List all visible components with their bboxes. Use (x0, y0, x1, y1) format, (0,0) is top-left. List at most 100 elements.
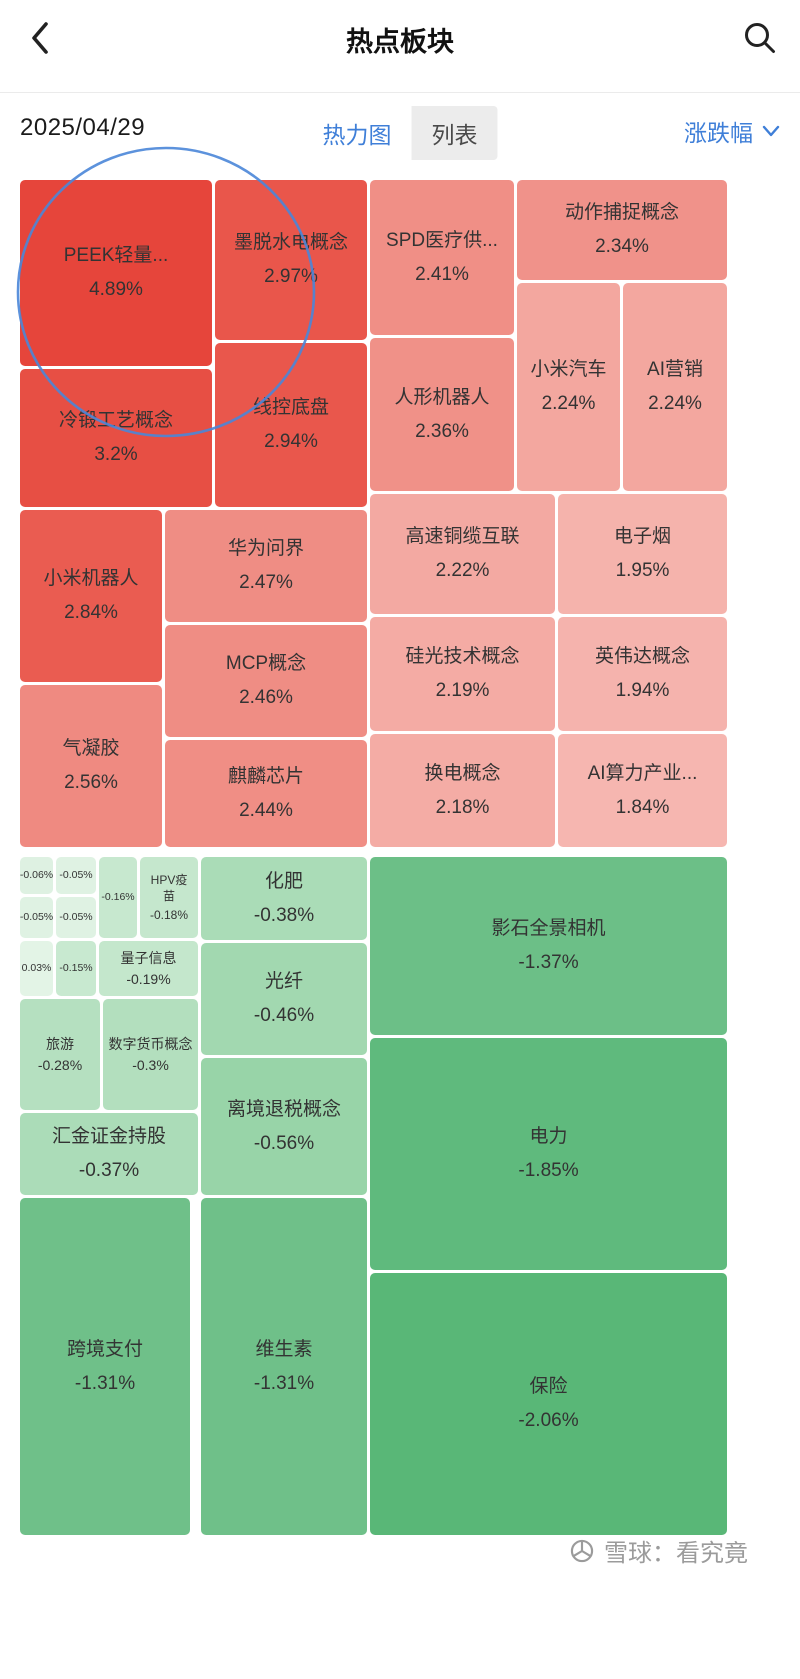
search-button[interactable] (738, 16, 782, 60)
treemap-tile[interactable]: AI算力产业... 1.84% (558, 734, 727, 847)
tab-heatmap[interactable]: 热力图 (302, 106, 412, 160)
tile-value: 2.97% (264, 266, 318, 287)
page-title: 热点板块 (346, 27, 454, 57)
treemap-tile[interactable]: 麒麟芯片 2.44% (165, 740, 367, 847)
tile-value: 2.56% (64, 772, 118, 793)
tile-value: 1.84% (615, 796, 670, 818)
tile-value: -0.38% (253, 904, 315, 926)
treemap-tile[interactable]: -0.05% (20, 897, 53, 938)
search-icon (745, 23, 775, 53)
tile-value: 2.47% (239, 572, 293, 593)
tile-label: 量子信息 (120, 949, 177, 966)
tile-value: 1.95% (615, 560, 670, 581)
treemap-tile[interactable]: 硅光技术概念 2.19% (370, 617, 555, 731)
treemap-tile[interactable]: MCP概念 2.46% (165, 625, 367, 737)
treemap-tile[interactable]: 人形机器人 2.36% (370, 338, 514, 491)
treemap-tile[interactable]: 光纤 -0.46% (201, 943, 367, 1055)
treemap-tile[interactable]: 换电概念 2.18% (370, 734, 555, 847)
tile-value: -0.19% (126, 970, 171, 987)
treemap-tile[interactable]: 小米机器人 2.84% (20, 510, 162, 682)
treemap-tile[interactable]: 冷锻工艺概念 3.2% (20, 369, 212, 507)
treemap-tile[interactable]: 华为问界 2.47% (165, 510, 367, 622)
tile-value: -0.15% (59, 962, 93, 975)
tile-value: -0.28% (37, 1056, 83, 1073)
tile-label: 人形机器人 (394, 386, 490, 408)
treemap-tile[interactable]: 电子烟 1.95% (558, 494, 727, 614)
treemap-tile[interactable]: -0.05% (56, 897, 96, 938)
tile-value: -0.37% (78, 1160, 140, 1181)
tile-value: 2.24% (541, 393, 596, 414)
watermark-text: 雪球：看究竟 (604, 1540, 748, 1567)
tile-label: 墨脱水电概念 (233, 232, 348, 254)
tile-value: -0.05% (59, 869, 93, 882)
tile-value: -1.85% (518, 1160, 579, 1181)
treemap-tile[interactable]: 气凝胶 2.56% (20, 685, 162, 847)
tile-value: 4.89% (89, 279, 143, 300)
sort-label: 涨跌幅 (684, 120, 753, 146)
tile-label: 离境退税概念 (226, 1098, 341, 1120)
view-toggle: 热力图 列表 (302, 106, 498, 160)
tile-value: 2.94% (264, 431, 318, 452)
treemap-tile[interactable]: 0.03% (20, 941, 53, 996)
treemap-tile[interactable]: -0.15% (56, 941, 96, 996)
tile-value: -0.05% (59, 911, 93, 924)
tile-label: 保险 (529, 1376, 568, 1398)
tile-value: -2.06% (518, 1410, 579, 1431)
tile-value: 2.36% (415, 420, 469, 442)
treemap-tile[interactable]: PEEK轻量... 4.89% (20, 180, 212, 366)
tile-label: 换电概念 (424, 762, 501, 784)
treemap-tile[interactable]: 线控底盘 2.94% (215, 343, 367, 507)
tile-label: 气凝胶 (62, 738, 120, 760)
tile-label: 英伟达概念 (594, 646, 690, 668)
tile-label: 光纤 (264, 971, 303, 993)
watermark: 雪球：看究竟 (569, 1533, 748, 1568)
treemap-tile[interactable]: 动作捕捉概念 2.34% (517, 180, 727, 280)
tab-list[interactable]: 列表 (411, 106, 498, 160)
treemap-tile[interactable]: 旅游 -0.28% (20, 999, 100, 1110)
treemap-tile[interactable]: -0.06% (20, 857, 53, 894)
treemap-tile[interactable]: HPV疫苗 -0.18% (140, 857, 198, 938)
tile-label: 旅游 (46, 1035, 74, 1052)
tile-label: 线控底盘 (252, 397, 329, 419)
tile-value: -0.16% (101, 891, 135, 904)
treemap-tile[interactable]: 维生素 -1.31% (201, 1198, 367, 1535)
tile-value: 2.44% (239, 799, 293, 821)
tile-label: AI营销 (647, 359, 703, 381)
treemap-tile[interactable]: 小米汽车 2.24% (517, 283, 620, 491)
back-button[interactable] (20, 18, 60, 58)
sort-dropdown[interactable]: 涨跌幅 (684, 114, 780, 148)
treemap-tile[interactable]: 数字货币概念 -0.3% (103, 999, 198, 1110)
treemap-tile[interactable]: -0.16% (99, 857, 137, 938)
treemap-tile[interactable]: 墨脱水电概念 2.97% (215, 180, 367, 340)
tile-value: -0.05% (20, 911, 53, 924)
tile-label: HPV疫苗 (150, 873, 188, 904)
tile-value: -0.56% (253, 1132, 315, 1154)
tile-value: -0.06% (20, 869, 53, 882)
treemap-tile[interactable]: 电力 -1.85% (370, 1038, 727, 1270)
treemap-tile[interactable]: 量子信息 -0.19% (99, 941, 198, 996)
tile-value: 1.94% (615, 680, 670, 701)
tile-value: 2.18% (435, 796, 490, 818)
tile-label: 冷锻工艺概念 (58, 410, 173, 432)
treemap-tile[interactable]: 离境退税概念 -0.56% (201, 1058, 367, 1195)
treemap-tile[interactable]: SPD医疗供... 2.41% (370, 180, 514, 335)
tile-label: 电子烟 (613, 526, 671, 548)
treemap-tile[interactable]: 汇金证金持股 -0.37% (20, 1113, 198, 1195)
treemap-tile[interactable]: AI营销 2.24% (623, 283, 727, 491)
treemap-tile[interactable]: -0.05% (56, 857, 96, 894)
treemap-tile[interactable]: 英伟达概念 1.94% (558, 617, 727, 731)
tile-label: AI算力产业... (587, 762, 698, 784)
tile-value: -0.46% (253, 1005, 315, 1026)
tile-value: -0.3% (132, 1056, 169, 1073)
treemap-tile[interactable]: 保险 -2.06% (370, 1273, 727, 1535)
treemap-tile[interactable]: 跨境支付 -1.31% (20, 1198, 190, 1535)
treemap-tile[interactable]: 影石全景相机 -1.37% (370, 857, 727, 1035)
chevron-down-icon (762, 125, 780, 137)
treemap-tile[interactable]: 化肥 -0.38% (201, 857, 367, 940)
tile-value: 2.46% (239, 687, 293, 708)
tile-value: -1.37% (518, 952, 579, 973)
treemap-tile[interactable]: 高速铜缆互联 2.22% (370, 494, 555, 614)
tile-label: 麒麟芯片 (227, 765, 304, 787)
